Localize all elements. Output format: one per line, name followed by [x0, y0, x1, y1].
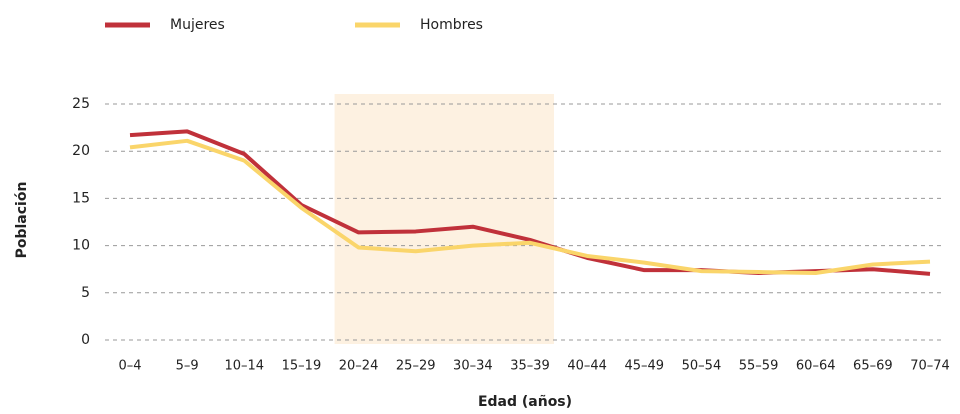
x-tick-label: 15–19	[282, 359, 322, 374]
x-tick-label: 45–49	[624, 359, 664, 374]
x-tick-label: 40–44	[567, 359, 607, 374]
x-tick-label: 5–9	[176, 359, 199, 374]
y-tick-label: 0	[81, 332, 90, 348]
x-tick-label: 65–69	[853, 359, 893, 374]
y-tick-label: 25	[72, 96, 90, 112]
x-axis-label: Edad (años)	[478, 394, 572, 410]
series-line	[129, 138, 931, 275]
x-tick-label: 55–59	[739, 359, 779, 374]
legend-label: Mujeres	[170, 17, 225, 33]
x-tick-label: 25–29	[396, 359, 436, 374]
x-tick-label: 50–54	[682, 359, 722, 374]
y-tick-label: 15	[72, 190, 90, 206]
x-tick-label: 35–39	[510, 359, 550, 374]
y-tick-label: 5	[81, 285, 90, 301]
y-axis-label: Población	[14, 182, 30, 259]
legend-label: Hombres	[420, 17, 483, 33]
highlight-band	[334, 94, 554, 344]
x-tick-label: 60–64	[796, 359, 836, 374]
x-tick-label: 10–14	[224, 359, 264, 374]
x-tick-label: 70–74	[910, 359, 950, 374]
x-tick-label: 0–4	[118, 359, 141, 374]
y-tick-label: 20	[72, 143, 90, 159]
x-tick-label: 30–34	[453, 359, 493, 374]
x-tick-label: 20–24	[339, 359, 379, 374]
y-tick-label: 10	[72, 238, 90, 254]
